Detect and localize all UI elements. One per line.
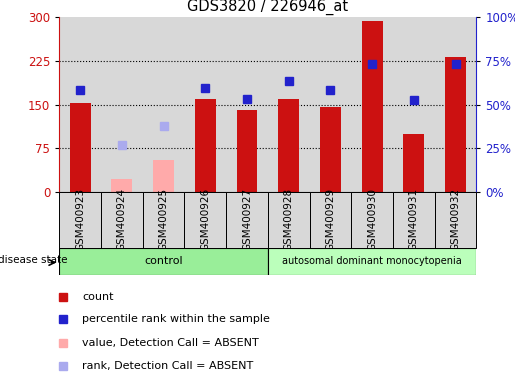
- Bar: [59, 17, 101, 192]
- Bar: [184, 17, 226, 192]
- Bar: [195, 99, 216, 192]
- Bar: [435, 192, 476, 248]
- Bar: [351, 192, 393, 248]
- Text: GSM400928: GSM400928: [284, 188, 294, 252]
- Text: GSM400927: GSM400927: [242, 188, 252, 252]
- Text: GSM400932: GSM400932: [451, 188, 460, 252]
- Bar: [236, 110, 258, 192]
- Bar: [59, 248, 268, 275]
- Bar: [278, 99, 299, 192]
- Bar: [226, 17, 268, 192]
- Bar: [362, 22, 383, 192]
- Title: GDS3820 / 226946_at: GDS3820 / 226946_at: [187, 0, 348, 15]
- Text: GSM400930: GSM400930: [367, 188, 377, 252]
- Bar: [310, 17, 351, 192]
- Text: GSM400931: GSM400931: [409, 188, 419, 252]
- Text: GSM400925: GSM400925: [159, 188, 168, 252]
- Bar: [310, 192, 351, 248]
- Bar: [226, 192, 268, 248]
- Bar: [59, 192, 101, 248]
- Text: GSM400924: GSM400924: [117, 188, 127, 252]
- Bar: [268, 17, 310, 192]
- Text: percentile rank within the sample: percentile rank within the sample: [82, 314, 270, 324]
- Text: control: control: [144, 256, 183, 266]
- Text: autosomal dominant monocytopenia: autosomal dominant monocytopenia: [282, 256, 462, 266]
- Bar: [111, 179, 132, 192]
- Bar: [403, 134, 424, 192]
- Bar: [393, 192, 435, 248]
- Bar: [435, 17, 476, 192]
- Bar: [101, 192, 143, 248]
- Text: GSM400929: GSM400929: [325, 188, 335, 252]
- Bar: [268, 248, 476, 275]
- Text: count: count: [82, 292, 114, 302]
- Bar: [143, 192, 184, 248]
- Text: GSM400926: GSM400926: [200, 188, 210, 252]
- Bar: [351, 17, 393, 192]
- Bar: [320, 107, 341, 192]
- Text: GSM400923: GSM400923: [75, 188, 85, 252]
- Bar: [184, 192, 226, 248]
- Bar: [101, 17, 143, 192]
- Bar: [268, 192, 310, 248]
- Bar: [143, 17, 184, 192]
- Bar: [70, 103, 91, 192]
- Text: value, Detection Call = ABSENT: value, Detection Call = ABSENT: [82, 338, 259, 348]
- Bar: [393, 17, 435, 192]
- Text: rank, Detection Call = ABSENT: rank, Detection Call = ABSENT: [82, 361, 253, 371]
- Bar: [445, 57, 466, 192]
- Bar: [153, 160, 174, 192]
- Text: disease state: disease state: [0, 255, 67, 265]
